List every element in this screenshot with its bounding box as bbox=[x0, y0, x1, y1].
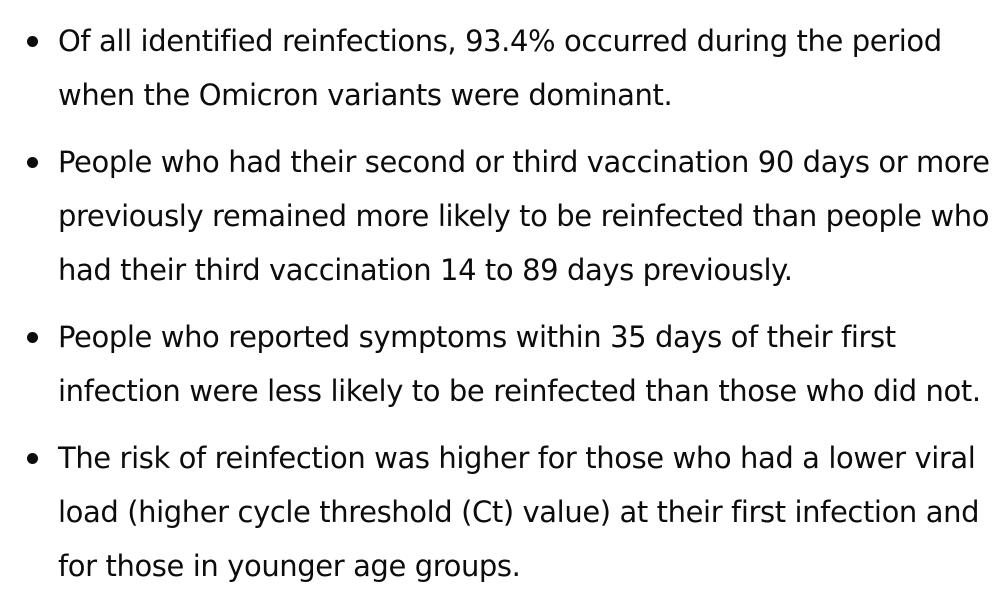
bullet-dot-icon bbox=[27, 157, 38, 168]
bullet-text: The risk of reinfection was higher for t… bbox=[58, 441, 980, 583]
bullet-item-omicron-period: Of all identified reinfections, 93.4% oc… bbox=[0, 14, 1000, 122]
bullet-dot-icon bbox=[27, 36, 38, 47]
bullet-item-vaccination-timing: People who had their second or third vac… bbox=[0, 135, 1000, 297]
bullet-text: People who had their second or third vac… bbox=[58, 145, 990, 287]
bullet-text: Of all identified reinfections, 93.4% oc… bbox=[58, 24, 942, 112]
bullet-text: People who reported symptoms within 35 d… bbox=[58, 320, 981, 408]
bullet-item-symptoms: People who reported symptoms within 35 d… bbox=[0, 310, 1000, 418]
bullet-dot-icon bbox=[27, 332, 38, 343]
bullet-dot-icon bbox=[27, 453, 38, 464]
bullet-item-viral-load-age: The risk of reinfection was higher for t… bbox=[0, 431, 1000, 593]
findings-bullet-list: Of all identified reinfections, 93.4% oc… bbox=[0, 14, 1000, 593]
